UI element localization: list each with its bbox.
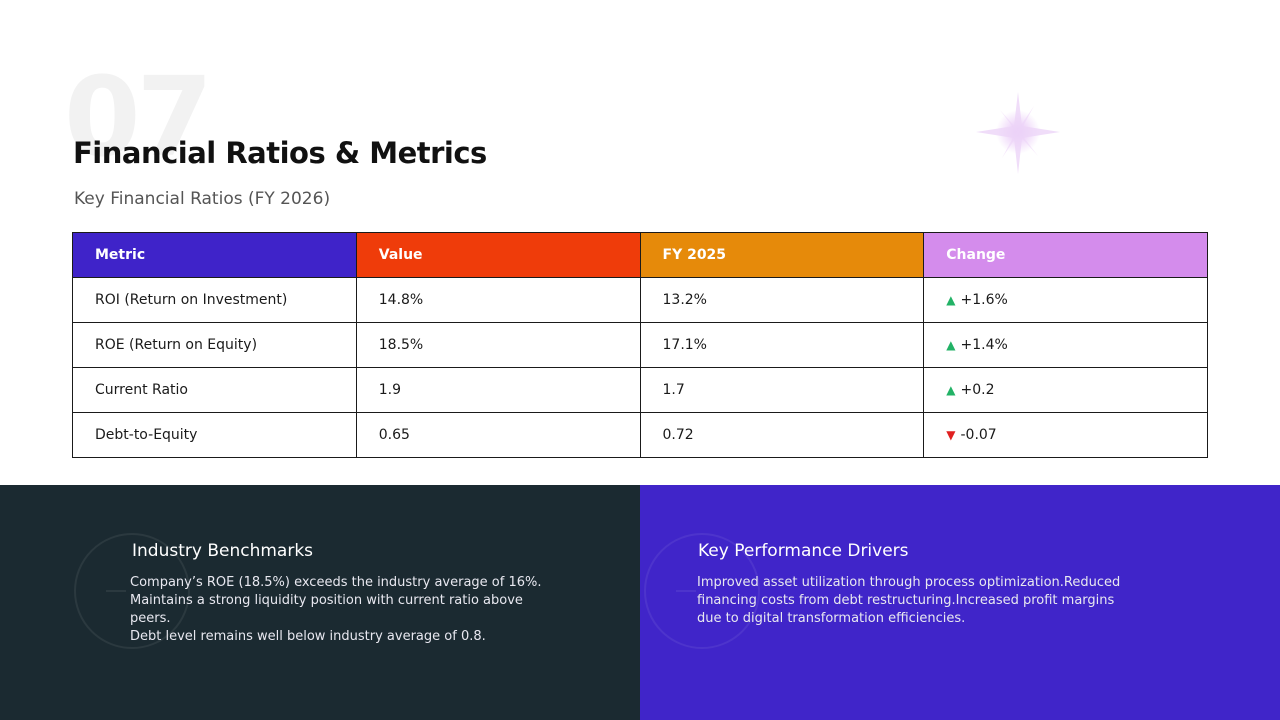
metric-name: Current Ratio [72,367,357,413]
table-row: Debt-to-Equity 0.65 0.72 ▼ -0.07 [72,412,1208,458]
industry-benchmarks-panel: Industry Benchmarks Company’s ROE (18.5%… [0,485,640,720]
metric-change: ▲ +1.4% [923,322,1208,368]
metric-change: ▼ -0.07 [923,412,1208,458]
metric-name: Debt-to-Equity [72,412,357,458]
metric-value: 18.5% [355,322,641,368]
change-value: +1.6% [960,292,1008,308]
metric-prev: 1.7 [639,367,925,413]
metric-prev: 17.1% [639,322,925,368]
panel-heading: Key Performance Drivers [698,541,909,561]
header-change: Change [923,232,1208,278]
panel-line: Improved asset utilization through proce… [697,575,1121,590]
panel-text: Improved asset utilization through proce… [697,574,1122,628]
panel-heading: Industry Benchmarks [132,541,314,561]
triangle-up-icon: ▲ [946,338,956,352]
table-row: ROI (Return on Investment) 14.8% 13.2% ▲… [72,277,1208,323]
sparkle-star-icon [976,92,1060,174]
metric-prev: 0.72 [639,412,925,458]
panel-line: due to digital transformation efficienci… [697,611,966,626]
slide-number: 07 [64,53,213,181]
table-row: Current Ratio 1.9 1.7 ▲ +0.2 [72,367,1208,413]
panel-line: Debt level remains well below industry a… [130,629,486,644]
metric-value: 0.65 [355,412,641,458]
page-title: Financial Ratios & Metrics [73,136,487,170]
performance-drivers-panel: Key Performance Drivers Improved asset u… [640,485,1280,720]
metric-value: 1.9 [355,367,641,413]
metric-name: ROE (Return on Equity) [72,322,357,368]
ratios-table: Metric Value FY 2025 Change ROI (Return … [72,232,1208,458]
panel-line: Company’s ROE (18.5%) exceeds the indust… [130,575,542,590]
triangle-down-icon: ▼ [946,428,956,442]
table-header-row: Metric Value FY 2025 Change [72,232,1208,278]
metric-value: 14.8% [355,277,641,323]
header-metric: Metric [72,232,357,278]
decorative-ring [74,533,190,649]
panel-line: Maintains a strong liquidity position wi… [130,593,523,626]
metric-name: ROI (Return on Investment) [72,277,357,323]
header-fy2025: FY 2025 [639,232,925,278]
triangle-up-icon: ▲ [946,383,956,397]
metric-prev: 13.2% [639,277,925,323]
table-row: ROE (Return on Equity) 18.5% 17.1% ▲ +1.4… [72,322,1208,368]
metric-change: ▲ +1.6% [923,277,1208,323]
metric-change: ▲ +0.2 [923,367,1208,413]
panel-line: financing costs from debt restructuring.… [697,593,1115,608]
change-value: +1.4% [960,337,1008,353]
page-subtitle: Key Financial Ratios (FY 2026) [74,189,331,209]
panel-text: Company’s ROE (18.5%) exceeds the indust… [130,574,560,646]
change-value: +0.2 [960,382,995,398]
change-value: -0.07 [960,427,997,443]
triangle-up-icon: ▲ [946,293,956,307]
header-value: Value [355,232,641,278]
decorative-ring [644,533,760,649]
